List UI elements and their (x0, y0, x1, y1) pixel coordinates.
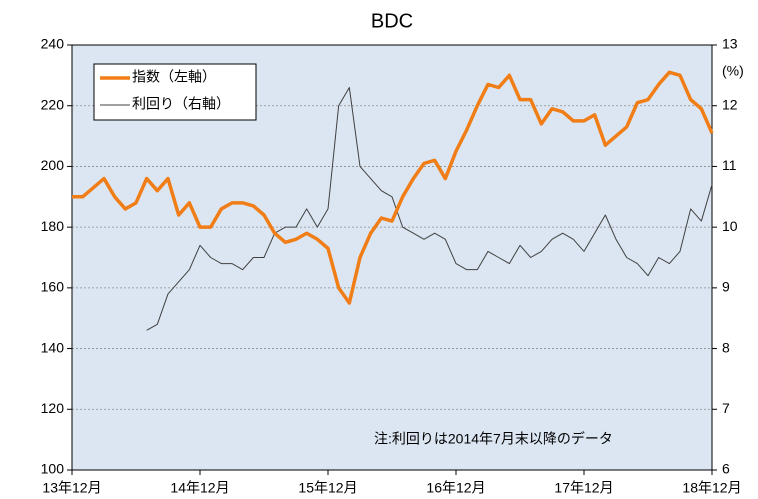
y2-tick-label: 11 (722, 157, 737, 173)
annotation: 注:利回りは2014年7月末以降のデータ (374, 431, 613, 447)
y2-tick-label: 12 (722, 96, 738, 112)
y-tick-label: 100 (41, 461, 65, 477)
x-tick-label: 13年12月 (42, 480, 101, 496)
y-tick-label: 200 (41, 157, 65, 173)
y2-unit: (%) (722, 63, 744, 79)
y2-tick-label: 10 (722, 218, 738, 234)
y2-tick-label: 6 (722, 461, 730, 477)
chart-title: BDC (371, 10, 413, 32)
y-tick-label: 220 (41, 96, 65, 112)
legend-box (93, 63, 257, 121)
y2-tick-label: 7 (722, 400, 730, 416)
y2-tick-label: 8 (722, 339, 730, 355)
x-tick-label: 16年12月 (426, 480, 485, 496)
legend-label: 利回り（右軸） (132, 96, 230, 112)
x-tick-label: 17年12月 (554, 480, 613, 496)
line-series (146, 87, 713, 331)
y-tick-label: 160 (41, 279, 65, 295)
x-tick-label: 18年12月 (682, 480, 741, 496)
line-series (72, 70, 714, 305)
y-tick-label: 180 (41, 218, 65, 234)
y2-tick-label: 13 (722, 36, 738, 52)
y-tick-label: 140 (41, 339, 65, 355)
y-tick-label: 120 (41, 400, 65, 416)
x-tick-label: 14年12月 (170, 480, 229, 496)
x-tick-label: 15年12月 (298, 480, 357, 496)
legend-label: 指数（左軸） (132, 69, 216, 85)
plot-frame (71, 44, 713, 471)
y2-tick-label: 9 (722, 279, 730, 295)
y-tick-label: 240 (41, 36, 65, 52)
